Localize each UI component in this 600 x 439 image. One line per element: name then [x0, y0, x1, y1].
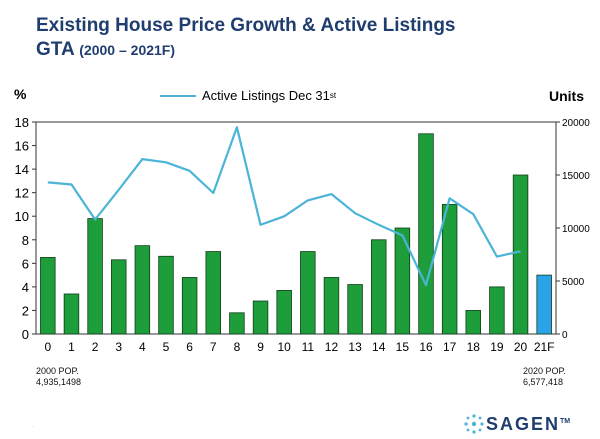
logo-dots-icon: [464, 414, 484, 434]
bar: [441, 204, 458, 335]
x-tick-label: 14: [372, 340, 386, 354]
bar: [465, 310, 482, 335]
x-tick-label: 3: [115, 340, 122, 354]
x-tick-label: 15: [396, 340, 410, 354]
x-tick-label: 5: [163, 340, 170, 354]
page-marker: ·: [32, 424, 34, 430]
bar: [300, 251, 316, 335]
start-population-annotation: 2000 POP. 4,935,1498: [36, 366, 81, 388]
x-tick-label: 7: [210, 340, 217, 354]
bar: [394, 227, 411, 335]
left-tick-label: 8: [22, 233, 29, 248]
bar: [40, 257, 56, 335]
right-tick-label: 5000: [562, 277, 585, 288]
bar: [418, 133, 434, 335]
x-tick-label: 0: [44, 340, 51, 354]
x-tick-label: 19: [490, 340, 504, 354]
bar: [87, 218, 103, 335]
start-pop-value: 4,935,1498: [36, 377, 82, 387]
chart-title: Existing House Price Growth & Active Lis…: [36, 14, 456, 62]
right-tick-label: 20000: [562, 118, 590, 129]
left-axis-label: %: [14, 86, 27, 102]
bar: [536, 274, 552, 335]
bar: [323, 277, 340, 335]
left-tick-label: 16: [15, 139, 29, 154]
x-tick-label: 8: [234, 340, 241, 354]
left-tick-label: 6: [22, 256, 29, 271]
right-axis-label: Units: [549, 88, 584, 104]
x-tick-label: 16: [419, 340, 433, 354]
left-tick-label: 12: [15, 186, 29, 201]
bar: [370, 239, 387, 335]
title-line: Existing House Price Growth & Active Lis…: [36, 15, 456, 36]
bar: [205, 251, 221, 335]
bar: [512, 174, 529, 335]
legend-label-sup: st: [329, 91, 337, 100]
end-pop-value: 6,577,418: [523, 377, 564, 387]
left-tick-label: 10: [15, 209, 29, 224]
legend-label: Active Listings Dec 31: [202, 88, 330, 103]
bar: [276, 290, 292, 335]
x-tick-label: 9: [257, 340, 264, 354]
bar: [63, 293, 80, 335]
end-population-annotation: 2020 POP. 6,577,418: [523, 366, 566, 388]
x-tick-label: 13: [348, 340, 362, 354]
left-tick-label: 18: [15, 115, 29, 130]
sagen-logo: SAGENTM: [462, 412, 570, 436]
left-tick-label: 0: [22, 327, 29, 342]
listings-line: [47, 126, 521, 287]
x-tick-label: 2: [92, 340, 99, 354]
start-pop-label: 2000 POP.: [36, 366, 79, 376]
bar: [158, 255, 174, 335]
subtitle-main: GTA: [36, 39, 74, 60]
x-tick-label: 20: [514, 340, 528, 354]
x-tick-label: 10: [278, 340, 292, 354]
x-tick-label: 6: [186, 340, 193, 354]
bar: [229, 312, 245, 335]
x-tick-label: 11: [302, 340, 315, 354]
bar: [134, 245, 151, 335]
x-tick-label: 4: [139, 340, 146, 354]
logo-wordmark: SAGENTM: [486, 413, 571, 434]
x-tick-label: 12: [325, 340, 339, 354]
right-tick-label: 0: [562, 330, 568, 341]
x-tick-label: 17: [443, 340, 457, 354]
right-tick-label: 10000: [562, 224, 590, 235]
left-tick-label: 4: [22, 280, 29, 295]
x-tick-label: 21F: [534, 340, 555, 354]
x-tick-label: 1: [68, 340, 75, 354]
bar: [181, 277, 198, 335]
bar: [252, 300, 269, 335]
bar: [347, 284, 363, 335]
left-tick-label: 14: [15, 162, 29, 177]
x-tick-label: 18: [467, 340, 481, 354]
end-pop-label: 2020 POP.: [523, 366, 566, 376]
left-tick-label: 2: [22, 303, 29, 318]
bar: [489, 286, 505, 335]
right-tick-label: 15000: [562, 171, 590, 182]
legend-line-swatch: [160, 94, 196, 97]
bar: [111, 259, 127, 335]
subtitle-range: (2000 – 2021F): [79, 42, 176, 58]
